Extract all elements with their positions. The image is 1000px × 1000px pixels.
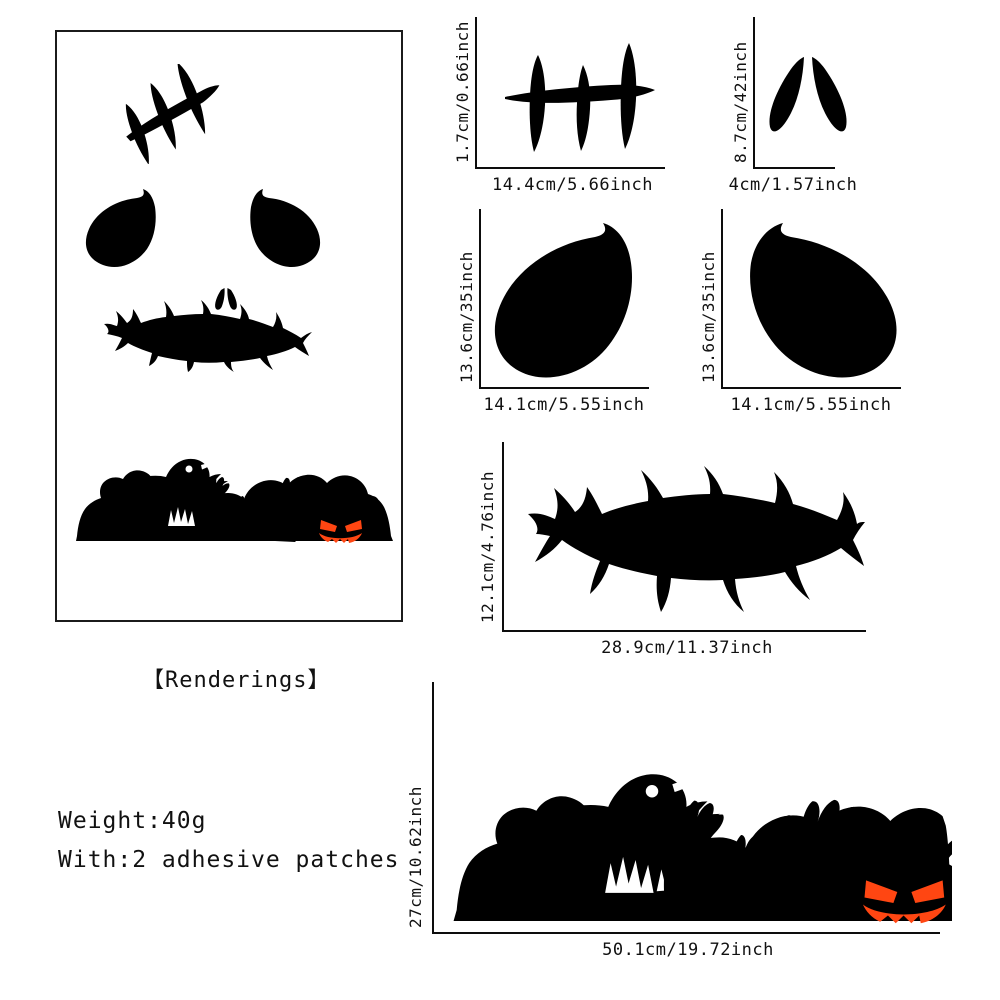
- right-eye-height-label: 13.6cm/35inch: [699, 251, 718, 383]
- mouth-vertical-axis: [502, 442, 504, 630]
- dimension-block-stitch: 1.7cm/0.66inch 14.4cm/5.66inch: [453, 15, 685, 195]
- dimension-block-left-eye: 13.6cm/35inch 14.1cm/5.55inch: [455, 205, 665, 420]
- left-eye-width-label: 14.1cm/5.55inch: [483, 395, 645, 415]
- graveyard-width-label: 50.1cm/19.72inch: [602, 940, 774, 960]
- preview-graveyard-scene-icon: [75, 407, 395, 552]
- right-eye-vertical-axis: [721, 209, 723, 387]
- graveyard-height-label: 27cm/10.62inch: [406, 786, 425, 928]
- nose-height-label: 8.7cm/42inch: [731, 41, 750, 163]
- stitch-horizontal-axis: [475, 167, 665, 169]
- left-eye-horizontal-axis: [479, 387, 649, 389]
- graveyard-vertical-axis: [432, 682, 434, 932]
- preview-mouth-icon: [97, 300, 312, 372]
- stitch-scar-icon: [503, 37, 658, 157]
- mouth-height-label: 12.1cm/4.76inch: [478, 471, 497, 623]
- preview-stitch-scar-icon: [115, 64, 230, 164]
- stitch-width-label: 14.4cm/5.66inch: [491, 175, 654, 195]
- adhesive-patches-info: With:2 adhesive patches: [58, 847, 400, 873]
- renderings-preview-panel: [55, 30, 403, 622]
- stitch-height-label: 1.7cm/0.66inch: [453, 21, 472, 163]
- dimension-block-right-eye: 13.6cm/35inch 14.1cm/5.55inch: [697, 205, 927, 420]
- stitch-vertical-axis: [475, 17, 477, 167]
- dimension-block-nose: 8.7cm/42inch 4cm/1.57inch: [725, 15, 885, 195]
- mouth-width-label: 28.9cm/11.37inch: [601, 638, 773, 658]
- mouth-horizontal-axis: [502, 630, 866, 632]
- left-eye-icon: [491, 219, 651, 383]
- nose-width-label: 4cm/1.57inch: [728, 175, 858, 195]
- dimension-block-mouth: 12.1cm/4.76inch 28.9cm/11.37inch: [478, 438, 898, 658]
- preview-nose-icon: [214, 287, 238, 313]
- dimension-block-graveyard: 27cm/10.62inch 50.1cm/19.72inch: [402, 678, 962, 968]
- graveyard-scene-icon: [452, 688, 952, 932]
- nose-horizontal-axis: [753, 167, 835, 169]
- mouth-icon: [520, 466, 865, 621]
- right-eye-horizontal-axis: [721, 387, 901, 389]
- preview-right-eye-icon: [243, 187, 323, 269]
- renderings-caption: 【Renderings】: [142, 668, 331, 693]
- nose-vertical-axis: [753, 17, 755, 167]
- right-eye-width-label: 14.1cm/5.55inch: [730, 395, 892, 415]
- nose-teardrops-icon: [769, 55, 847, 147]
- right-eye-icon: [729, 219, 901, 383]
- left-eye-vertical-axis: [479, 209, 481, 387]
- weight-info: Weight:40g: [58, 808, 207, 834]
- graveyard-horizontal-axis: [432, 932, 940, 934]
- preview-left-eye-icon: [83, 187, 163, 269]
- left-eye-height-label: 13.6cm/35inch: [457, 251, 476, 383]
